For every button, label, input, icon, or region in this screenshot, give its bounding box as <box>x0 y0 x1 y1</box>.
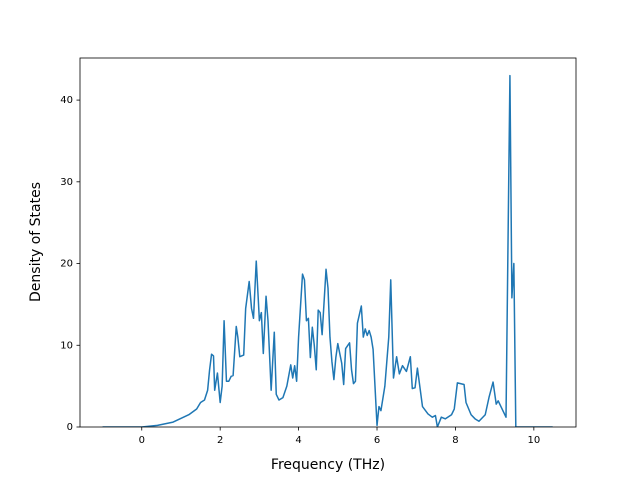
y-tick-label: 30 <box>60 177 73 188</box>
y-tick-label: 0 <box>67 422 73 433</box>
y-tick-label: 10 <box>60 340 73 351</box>
x-tick-label: 4 <box>295 435 301 446</box>
x-tick-label: 6 <box>374 435 380 446</box>
x-tick-label: 8 <box>452 435 458 446</box>
y-tick-label: 40 <box>60 95 73 106</box>
x-tick-label: 0 <box>139 435 145 446</box>
x-tick-label: 2 <box>217 435 223 446</box>
plot-frame <box>79 57 577 428</box>
y-axis-label: Density of States <box>28 182 44 302</box>
line-series <box>102 74 553 427</box>
x-axis-label: Frequency (THz) <box>271 457 385 473</box>
x-tick-label: 10 <box>527 435 540 446</box>
y-tick-label: 20 <box>60 259 73 270</box>
